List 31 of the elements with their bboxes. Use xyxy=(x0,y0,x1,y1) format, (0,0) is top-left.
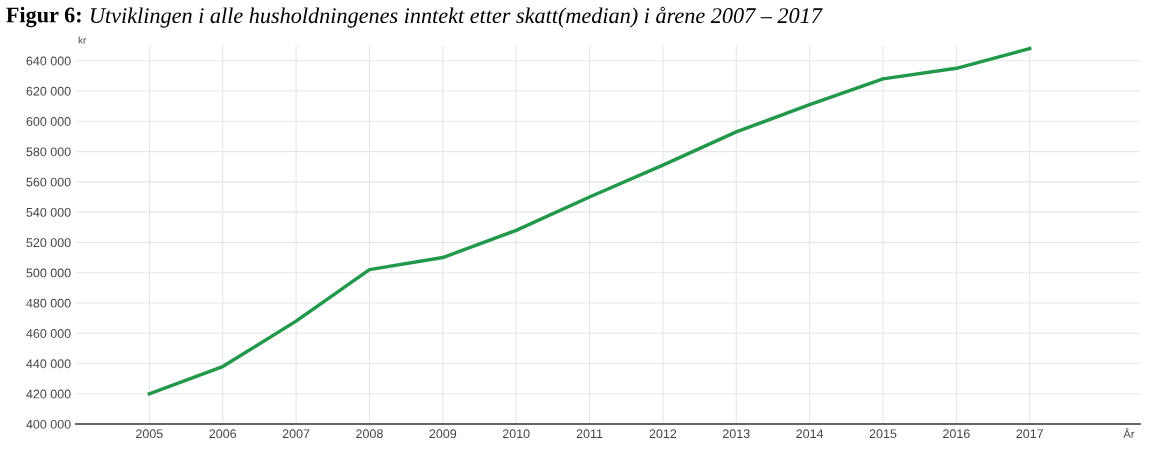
y-tick-label: 620 000 xyxy=(26,86,71,96)
x-tick-label: 2012 xyxy=(649,429,677,439)
x-tick-label: 2005 xyxy=(136,429,163,439)
x-tick-label: 2014 xyxy=(796,429,824,439)
y-tick-label: 420 000 xyxy=(26,389,71,399)
x-tick-label: 2011 xyxy=(576,429,603,439)
y-tick-label: 600 000 xyxy=(26,117,71,126)
y-tick-label: 580 000 xyxy=(26,147,71,157)
y-tick-label: 640 000 xyxy=(26,56,71,66)
x-tick-label: 2015 xyxy=(869,429,897,439)
x-tick-label: 2016 xyxy=(943,429,970,439)
x-tick-label: 2017 xyxy=(1016,429,1044,439)
y-tick-label: 520 000 xyxy=(26,238,71,248)
chart-subtitle: Utviklingen i alle husholdningenes inntekt etter skatt(median) i årene 2007 – 2017 xyxy=(90,6,823,28)
y-tick-label: 480 000 xyxy=(26,298,71,308)
y-tick-label: 560 000 xyxy=(26,177,71,187)
chart-title: Figur 6: xyxy=(6,6,81,28)
y-tick-label: 400 000 xyxy=(26,419,71,429)
y-tick-label: 440 000 xyxy=(26,359,71,369)
y-axis-title: kr xyxy=(78,36,87,44)
y-tick-label: 500 000 xyxy=(26,268,71,278)
x-tick-label: 2006 xyxy=(209,429,237,439)
x-tick-label: 2008 xyxy=(356,429,383,439)
text: År xyxy=(1123,428,1135,438)
line-series xyxy=(147,46,1032,396)
x-tick-label: 2007 xyxy=(282,429,310,439)
x-tick-label: 2010 xyxy=(502,429,530,439)
x-tick-label: 2009 xyxy=(429,429,457,439)
x-tick-label: 2013 xyxy=(722,429,750,439)
y-tick-label: 460 000 xyxy=(26,329,71,338)
y-tick-label: 540 000 xyxy=(26,207,71,217)
